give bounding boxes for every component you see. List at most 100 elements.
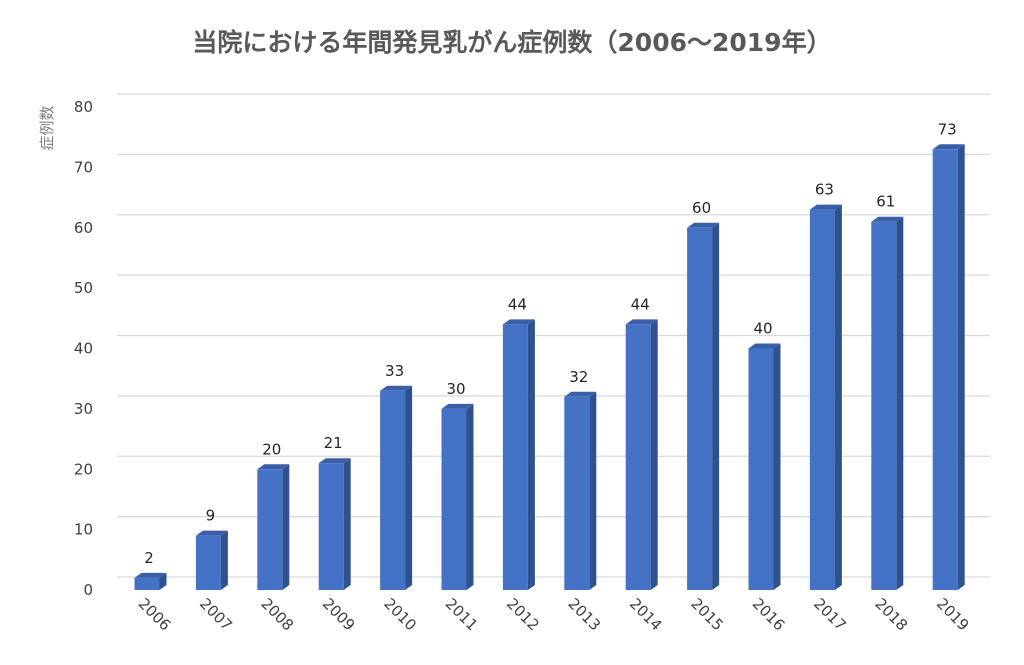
y-axis-title: 症例数 bbox=[38, 105, 56, 150]
bar-top-face bbox=[932, 144, 965, 150]
bar-2015 bbox=[687, 222, 720, 590]
x-axis-ticks: 2006 2007 2008 2009 2010 2011 2012 2013 2014 2015… bbox=[135, 595, 973, 635]
y-tick-label: 40 bbox=[74, 340, 93, 358]
data-label: 44 bbox=[508, 295, 527, 313]
bar-top-face bbox=[195, 530, 228, 536]
bar-side-face bbox=[405, 385, 413, 590]
bar-side-face bbox=[466, 403, 474, 590]
data-label: 73 bbox=[938, 120, 957, 138]
bar-top-face bbox=[809, 204, 842, 210]
y-tick-label: 70 bbox=[74, 158, 93, 176]
bar-front-face bbox=[134, 577, 160, 590]
gridlines bbox=[117, 93, 990, 578]
bar-top-face bbox=[871, 216, 904, 222]
x-tick-label: 2007 bbox=[196, 595, 236, 635]
bar-top-face bbox=[625, 319, 658, 325]
data-label: 40 bbox=[753, 320, 772, 338]
bar-front-face bbox=[809, 209, 835, 590]
bar-top-face bbox=[134, 572, 167, 578]
bar-side-face bbox=[343, 458, 351, 590]
bar-front-face bbox=[380, 390, 406, 590]
bar-2018 bbox=[871, 216, 904, 590]
y-tick-label: 10 bbox=[74, 521, 93, 539]
bar-front-face bbox=[502, 324, 528, 590]
bar-top-face bbox=[441, 403, 474, 409]
bar-2013 bbox=[564, 391, 597, 590]
bar-top-face bbox=[687, 222, 720, 228]
bar-side-face bbox=[773, 343, 781, 590]
x-tick-label: 2008 bbox=[257, 595, 297, 635]
data-label: 60 bbox=[692, 199, 711, 217]
x-tick-label: 2015 bbox=[687, 595, 727, 635]
bar-2012 bbox=[502, 319, 535, 590]
x-tick-label: 2010 bbox=[380, 595, 420, 635]
bar-top-face bbox=[380, 385, 413, 391]
bar-side-face bbox=[650, 319, 658, 590]
bar-front-face bbox=[871, 221, 897, 590]
bar-front-face bbox=[932, 149, 958, 590]
chart-title: 当院における年間発見乳がん症例数（2006～2019年） bbox=[192, 28, 831, 57]
bar-2008 bbox=[257, 464, 290, 590]
data-label: 61 bbox=[876, 193, 895, 211]
data-label: 21 bbox=[324, 434, 343, 452]
bar-top-face bbox=[502, 319, 535, 325]
bar-top-face bbox=[257, 464, 290, 470]
bar-side-face bbox=[282, 464, 290, 590]
bar-top-face bbox=[564, 391, 597, 397]
bar-front-face bbox=[441, 408, 467, 590]
bar-2016 bbox=[748, 343, 781, 590]
data-label: 63 bbox=[815, 181, 834, 199]
bars bbox=[134, 144, 965, 590]
bar-side-face bbox=[896, 216, 904, 590]
data-label: 9 bbox=[206, 507, 216, 525]
x-tick-label: 2012 bbox=[503, 595, 543, 635]
x-tick-label: 2018 bbox=[871, 595, 911, 635]
bar-front-face bbox=[625, 324, 651, 590]
x-tick-label: 2017 bbox=[810, 595, 850, 635]
bar-2011 bbox=[441, 403, 474, 590]
bar-2009 bbox=[318, 458, 351, 590]
y-tick-label: 60 bbox=[74, 219, 93, 237]
bar-2010 bbox=[380, 385, 413, 590]
bar-front-face bbox=[195, 535, 221, 590]
bar-side-face bbox=[159, 572, 167, 590]
bar-front-face bbox=[687, 227, 713, 590]
bar-2019 bbox=[932, 144, 965, 590]
x-tick-label: 2016 bbox=[749, 595, 789, 635]
bar-front-face bbox=[748, 348, 774, 590]
x-tick-label: 2006 bbox=[135, 595, 175, 635]
bar-front-face bbox=[318, 463, 344, 590]
bar-side-face bbox=[712, 222, 720, 590]
bar-front-face bbox=[564, 396, 590, 590]
x-tick-label: 2011 bbox=[442, 595, 482, 635]
bar-side-face bbox=[589, 391, 597, 590]
x-tick-label: 2013 bbox=[564, 595, 604, 635]
data-label: 44 bbox=[631, 295, 650, 313]
data-label: 33 bbox=[385, 362, 404, 380]
bar-2014 bbox=[625, 319, 658, 590]
bar-2017 bbox=[809, 204, 842, 590]
bar-2006 bbox=[134, 572, 167, 590]
data-label: 20 bbox=[262, 440, 281, 458]
bar-top-face bbox=[748, 343, 781, 349]
y-tick-label: 30 bbox=[74, 400, 93, 418]
bar-side-face bbox=[834, 204, 842, 590]
bar-2007 bbox=[195, 530, 228, 590]
y-axis-ticks: 0 10 20 30 40 50 60 70 80 bbox=[74, 98, 93, 599]
x-tick-label: 2019 bbox=[933, 595, 973, 635]
data-label: 2 bbox=[144, 549, 154, 567]
data-label: 30 bbox=[446, 380, 465, 398]
bar-side-face bbox=[220, 530, 228, 590]
x-tick-label: 2009 bbox=[319, 595, 359, 635]
data-label: 32 bbox=[569, 368, 588, 386]
bar-front-face bbox=[257, 469, 283, 590]
x-tick-label: 2014 bbox=[626, 595, 666, 635]
bar-side-face bbox=[527, 319, 535, 590]
y-tick-label: 50 bbox=[74, 279, 93, 297]
y-tick-label: 20 bbox=[74, 460, 93, 478]
y-tick-label: 0 bbox=[83, 581, 93, 599]
bar-top-face bbox=[318, 458, 351, 464]
data-labels: 2 9 20 21 33 30 44 32 44 60 40 63 61 73 bbox=[144, 120, 957, 567]
